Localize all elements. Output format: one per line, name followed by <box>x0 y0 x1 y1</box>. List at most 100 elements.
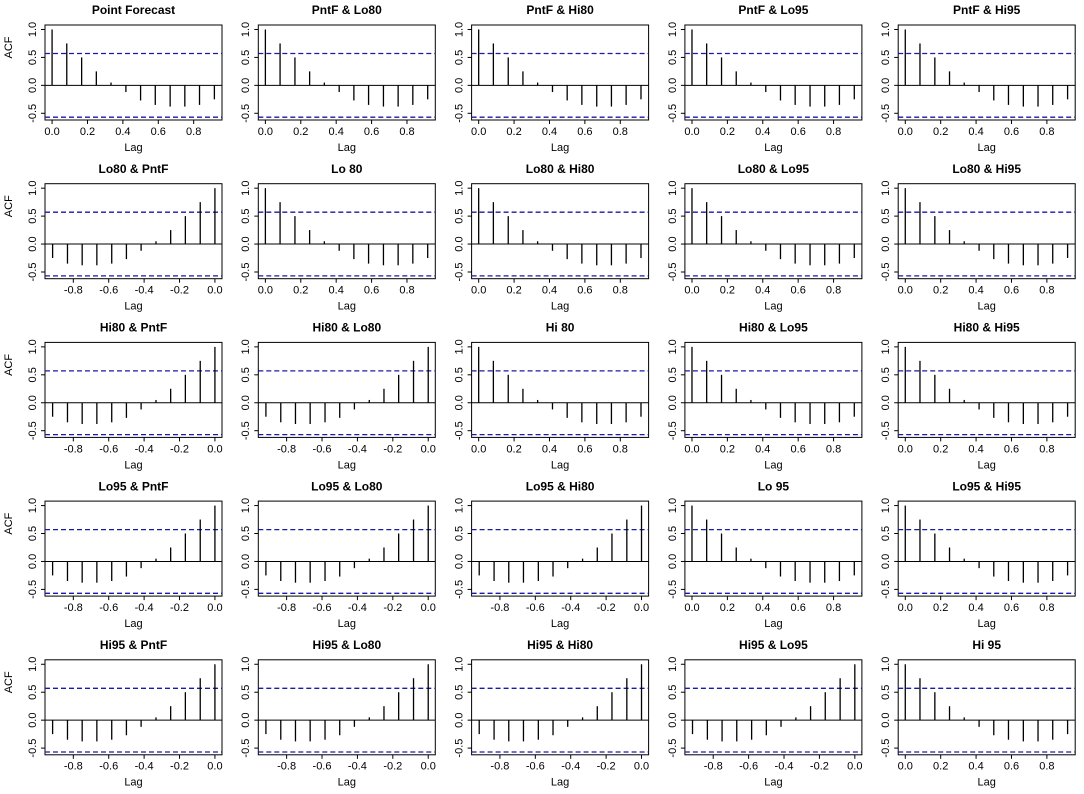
panel-title: Hi80 & PntF <box>100 321 167 335</box>
panel-title: Lo80 & Hi80 <box>526 162 595 176</box>
y-tick-label: -0.5 <box>240 580 252 599</box>
panel-title: Hi 95 <box>972 638 1001 652</box>
x-axis-label: Lag <box>764 618 782 630</box>
x-tick-label: 0.8 <box>186 126 201 138</box>
x-axis-label: Lag <box>551 142 569 154</box>
x-tick-label: 0.8 <box>1039 602 1054 614</box>
x-axis-label: Lag <box>551 777 569 789</box>
x-axis-label: Lag <box>551 459 569 471</box>
plot-frame <box>897 24 1076 121</box>
x-tick-label: 0.0 <box>898 761 913 773</box>
x-tick-label: 0.0 <box>471 126 486 138</box>
x-tick-label: 0.2 <box>720 602 735 614</box>
panel-title: Lo95 & PntF <box>98 479 168 493</box>
y-tick-label: -0.5 <box>880 263 892 282</box>
x-tick-label: -0.4 <box>561 602 580 614</box>
x-tick-label: -0.6 <box>313 761 332 773</box>
y-tick-label: 0.5 <box>27 50 39 65</box>
y-tick-label: 0.0 <box>880 78 892 93</box>
y-tick-label: 1.0 <box>240 498 252 513</box>
y-tick-label: 0.5 <box>454 50 466 65</box>
y-tick-label: 0.5 <box>880 367 892 382</box>
y-tick-label: 1.0 <box>240 22 252 37</box>
x-tick-label: 0.4 <box>329 285 344 297</box>
y-tick-label: 0.5 <box>880 526 892 541</box>
y-tick-label: 0.0 <box>240 395 252 410</box>
y-tick-label: 1.0 <box>880 339 892 354</box>
y-tick-label: 1.0 <box>880 498 892 513</box>
x-axis-label: Lag <box>338 301 356 313</box>
x-tick-label: -0.6 <box>99 761 118 773</box>
x-tick-label: -0.2 <box>597 602 616 614</box>
x-tick-label: 0.6 <box>791 126 806 138</box>
x-tick-label: 0.8 <box>399 126 414 138</box>
panel-title: Hi95 & Lo95 <box>739 638 808 652</box>
plot-frame <box>44 500 223 597</box>
panel-title: PntF & Hi80 <box>526 3 594 17</box>
x-axis-label: Lag <box>764 777 782 789</box>
x-tick-label: 0.0 <box>684 602 699 614</box>
x-tick-label: 0.0 <box>634 761 649 773</box>
panel-title: Lo 95 <box>758 479 790 493</box>
x-tick-label: 0.8 <box>1039 443 1054 455</box>
x-tick-label: 0.4 <box>968 285 983 297</box>
y-tick-label: 0.0 <box>880 713 892 728</box>
y-tick-label: 0.0 <box>240 713 252 728</box>
y-tick-label: 0.0 <box>880 395 892 410</box>
y-tick-label: -0.5 <box>667 739 679 758</box>
y-tick-label: 0.5 <box>27 526 39 541</box>
x-tick-label: 0.2 <box>720 126 735 138</box>
x-tick-label: 0.8 <box>1039 285 1054 297</box>
y-tick-label: 0.5 <box>27 685 39 700</box>
y-tick-label: 1.0 <box>667 339 679 354</box>
y-tick-label: 0.5 <box>667 50 679 65</box>
x-tick-label: 0.6 <box>1004 443 1019 455</box>
x-tick-label: 0.4 <box>755 602 770 614</box>
x-axis-label: Lag <box>978 618 996 630</box>
x-tick-label: 0.6 <box>151 126 166 138</box>
x-tick-label: 0.2 <box>933 443 948 455</box>
y-tick-label: 0.5 <box>240 685 252 700</box>
y-tick-label: 1.0 <box>27 498 39 513</box>
plot-frame <box>897 341 1076 438</box>
x-axis-label: Lag <box>764 142 782 154</box>
plot-frame <box>471 183 650 280</box>
y-tick-label: 0.5 <box>454 685 466 700</box>
x-tick-label: 0.0 <box>207 761 222 773</box>
x-tick-label: 0.8 <box>826 126 841 138</box>
x-tick-label: 0.0 <box>207 285 222 297</box>
x-axis-label: Lag <box>978 301 996 313</box>
y-tick-label: -0.5 <box>667 421 679 440</box>
x-tick-label: 0.2 <box>80 126 95 138</box>
y-tick-label: 0.5 <box>240 208 252 223</box>
y-tick-label: 0.0 <box>880 236 892 251</box>
x-axis-label: Lag <box>764 301 782 313</box>
x-tick-label: 0.8 <box>826 285 841 297</box>
x-tick-label: 0.8 <box>399 285 414 297</box>
x-tick-label: 0.6 <box>1004 285 1019 297</box>
plot-frame <box>44 24 223 121</box>
panel-title: Lo95 & Hi95 <box>952 479 1021 493</box>
x-tick-label: 0.0 <box>258 126 273 138</box>
y-axis-label: ACF <box>3 195 15 217</box>
x-tick-label: -0.6 <box>526 602 545 614</box>
x-tick-label: 0.0 <box>898 443 913 455</box>
x-tick-label: 0.0 <box>898 285 913 297</box>
y-tick-label: 1.0 <box>880 657 892 672</box>
x-tick-label: -0.2 <box>810 761 829 773</box>
y-tick-label: -0.5 <box>880 580 892 599</box>
panel-title: Lo80 & PntF <box>98 162 168 176</box>
x-axis-label: Lag <box>551 301 569 313</box>
y-axis-label: ACF <box>3 512 15 534</box>
x-axis-label: Lag <box>978 777 996 789</box>
y-tick-label: 0.5 <box>27 208 39 223</box>
y-tick-label: -0.5 <box>27 104 39 123</box>
x-tick-label: 0.0 <box>207 443 222 455</box>
plot-frame <box>257 183 436 280</box>
y-tick-label: 1.0 <box>454 22 466 37</box>
x-tick-label: 0.4 <box>968 761 983 773</box>
y-tick-label: -0.5 <box>880 739 892 758</box>
y-tick-label: 0.5 <box>240 526 252 541</box>
y-tick-label: 0.0 <box>454 236 466 251</box>
x-tick-label: 0.2 <box>720 285 735 297</box>
